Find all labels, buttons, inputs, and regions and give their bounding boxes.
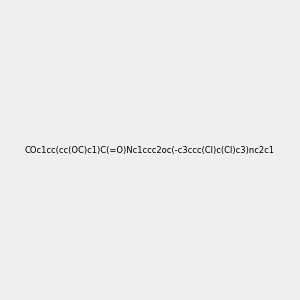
Text: COc1cc(cc(OC)c1)C(=O)Nc1ccc2oc(-c3ccc(Cl)c(Cl)c3)nc2c1: COc1cc(cc(OC)c1)C(=O)Nc1ccc2oc(-c3ccc(Cl… (25, 146, 275, 154)
